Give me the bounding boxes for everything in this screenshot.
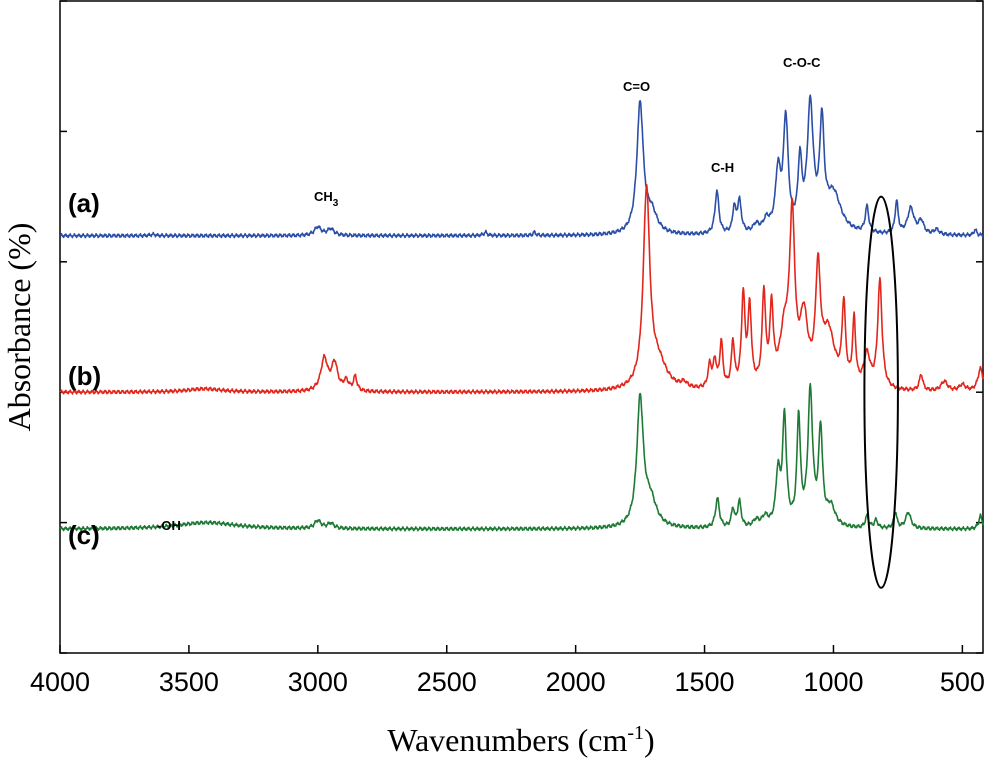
peak-label-ch3-main: CH (314, 189, 333, 204)
series-line (59, 94, 984, 239)
peak-label-ch3-sub: 3 (333, 198, 339, 209)
x-tick-label: 4000 (30, 667, 90, 697)
x-tick-label: 500 (940, 667, 985, 697)
series-line (59, 382, 984, 532)
x-tick-label: 3500 (159, 667, 219, 697)
series-tag-b: (b) (68, 361, 101, 391)
y-axis-title: Absorbance (%) (1, 223, 37, 432)
peak-label-coc: C-O-C (783, 55, 821, 70)
x-axis-title-close: ) (644, 722, 655, 758)
x-tick-label: 3000 (288, 667, 348, 697)
x-axis-ticks: 4000 3500 3000 2500 2000 1500 1000 500 (30, 645, 985, 697)
peak-label-ch: C-H (711, 160, 734, 175)
x-axis-title-main: Wavenumbers (cm (387, 722, 627, 758)
peak-label-oh: -OH (157, 518, 181, 533)
series-tag-a: (a) (68, 188, 100, 218)
x-axis-title-sup: -1 (627, 722, 644, 744)
x-axis-title: Wavenumbers (cm-1) (387, 722, 654, 758)
x-tick-label: 2500 (417, 667, 477, 697)
plot-frame (59, 0, 984, 654)
highlight-ellipse (863, 195, 899, 589)
x-tick-label: 2000 (546, 667, 606, 697)
x-tick-label: 1000 (803, 667, 863, 697)
x-tick-label: 1500 (675, 667, 735, 697)
series-lines (59, 94, 984, 532)
peak-label-ch3: CH3 (314, 189, 339, 209)
series-tag-c: (c) (68, 520, 100, 550)
y-axis-ticks (60, 0, 983, 654)
peak-label-carbonyl: C=O (623, 79, 650, 94)
series-line (59, 184, 984, 395)
